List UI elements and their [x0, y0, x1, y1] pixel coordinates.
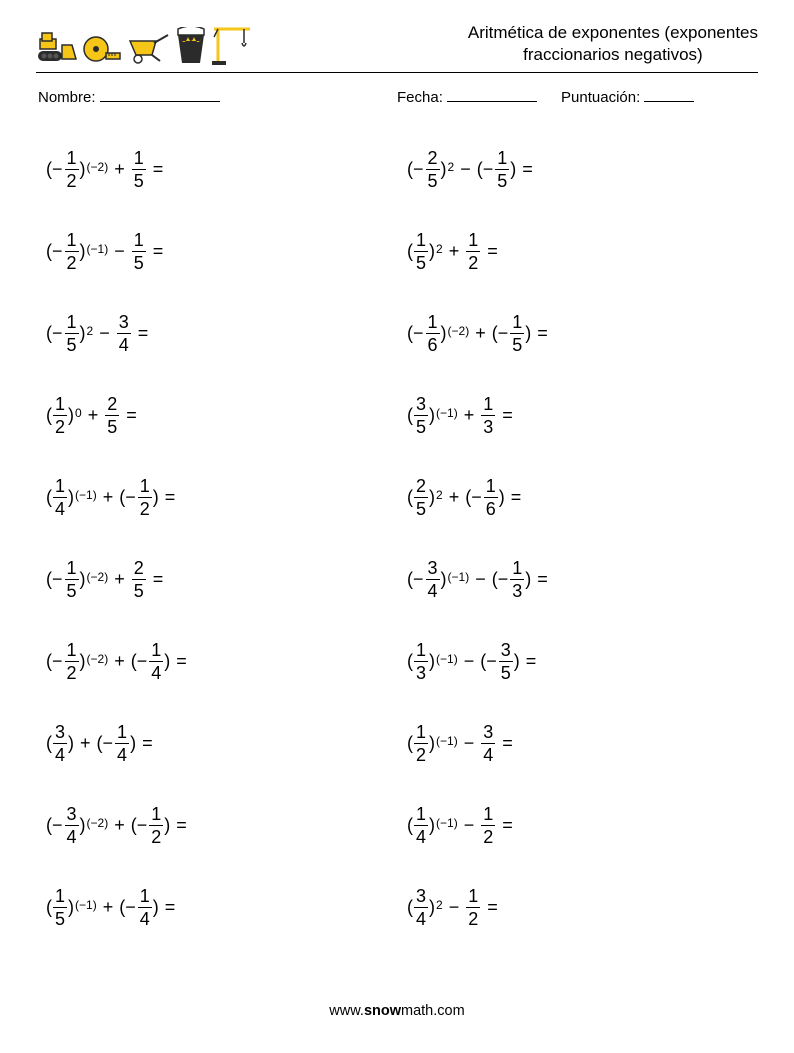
problem-right-8: (12)(−1)−34= [407, 702, 758, 784]
problem-left-9: (−34)(−2)+(−12)= [46, 784, 397, 866]
crane-icon [212, 23, 252, 65]
problem-right-4: (35)(−1)+13= [407, 374, 758, 456]
footer: www.snowmath.com [0, 1003, 794, 1019]
problem-left-6: (−15)(−2)+25= [46, 538, 397, 620]
worksheet-header: Aritmética de exponentes (exponentes fra… [36, 22, 758, 73]
problem-left-5: (14)(−1)+(−12)= [46, 456, 397, 538]
paint-bucket-icon [174, 27, 208, 65]
problem-left-3: (−15)2−34= [46, 292, 397, 374]
problem-right-2: (15)2+12= [407, 210, 758, 292]
name-blank[interactable] [100, 87, 220, 102]
worksheet-title: Aritmética de exponentes (exponentes fra… [468, 22, 758, 66]
tape-measure-icon [82, 31, 122, 65]
problem-right-10: (34)2−12= [407, 866, 758, 948]
problem-left-1: (−12)(−2)+15= [46, 128, 397, 210]
problem-right-9: (14)(−1)−12= [407, 784, 758, 866]
date-blank[interactable] [447, 87, 537, 102]
problem-left-4: (12)0+25= [46, 374, 397, 456]
problems-grid: (−12)(−2)+15=(−25)2−(−15)=(−12)(−1)−15=(… [36, 128, 758, 948]
title-line-2: fraccionarios negativos) [523, 45, 703, 64]
score-label: Puntuación: [561, 89, 640, 106]
problem-left-8: (34)+(−14)= [46, 702, 397, 784]
bulldozer-icon [36, 31, 78, 65]
problem-left-7: (−12)(−2)+(−14)= [46, 620, 397, 702]
header-icons [36, 23, 252, 65]
problem-right-7: (13)(−1)−(−35)= [407, 620, 758, 702]
problem-right-1: (−25)2−(−15)= [407, 128, 758, 210]
wheelbarrow-icon [126, 31, 170, 65]
meta-row: Nombre: Fecha: Puntuación: [36, 87, 758, 106]
score-blank[interactable] [644, 87, 694, 102]
footer-brand: snow [364, 1003, 401, 1019]
problem-right-5: (25)2+(−16)= [407, 456, 758, 538]
problem-left-2: (−12)(−1)−15= [46, 210, 397, 292]
footer-prefix: www. [329, 1003, 364, 1019]
title-line-1: Aritmética de exponentes (exponentes [468, 23, 758, 42]
date-label: Fecha: [397, 89, 443, 106]
problem-right-6: (−34)(−1)−(−13)= [407, 538, 758, 620]
problem-right-3: (−16)(−2)+(−15)= [407, 292, 758, 374]
problem-left-10: (15)(−1)+(−14)= [46, 866, 397, 948]
name-label: Nombre: [38, 89, 96, 106]
footer-suffix: math.com [401, 1003, 465, 1019]
